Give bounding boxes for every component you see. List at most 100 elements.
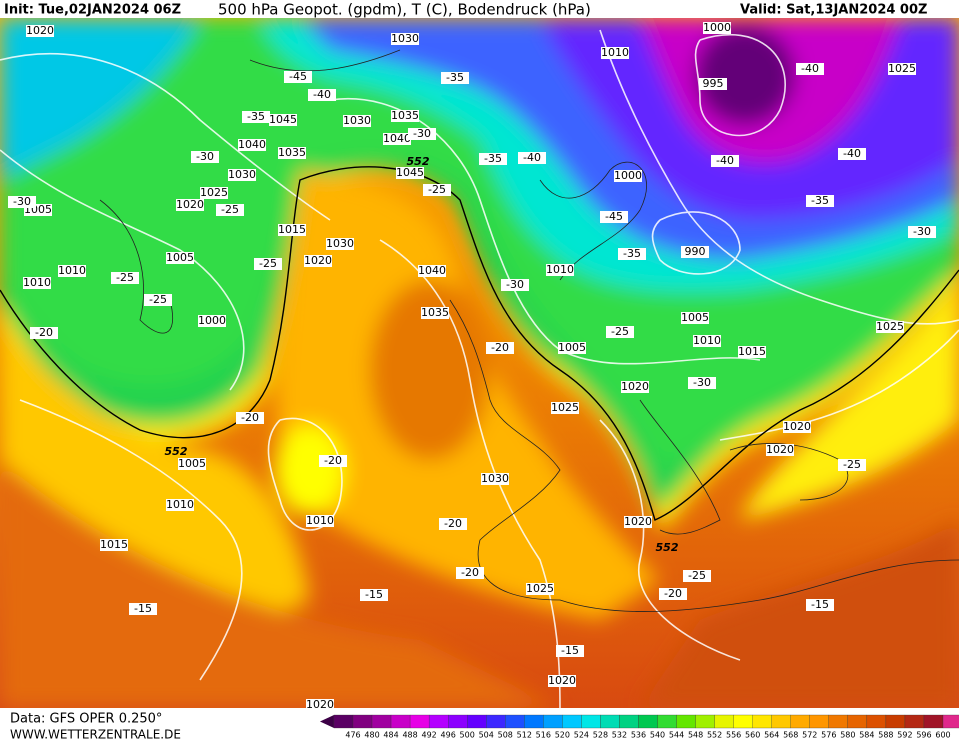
temperature-label: -25	[149, 293, 167, 306]
temperature-label-box	[908, 226, 936, 238]
pressure-label: 1025	[526, 582, 554, 595]
pressure-label: 1010	[306, 514, 334, 527]
pressure-label: 1005	[558, 341, 586, 354]
header-bar	[0, 0, 959, 18]
pressure-label: 1040	[238, 138, 266, 151]
temperature-label-box	[479, 153, 507, 165]
colorbar-swatch	[371, 714, 392, 729]
temperature-label: -30	[913, 225, 931, 238]
temperature-label-box	[806, 195, 834, 207]
colorbar-label: 592	[897, 731, 912, 740]
temperature-label: -20	[324, 454, 342, 467]
pressure-label-box	[23, 277, 51, 289]
colorbar-swatch	[638, 714, 658, 729]
temperature-label-box	[216, 204, 244, 216]
colorbar-swatch	[562, 714, 582, 729]
temperature-label-box	[486, 342, 514, 354]
pressure-label-box	[421, 307, 449, 319]
temperature-label-box	[556, 645, 584, 657]
pressure-label-box	[166, 499, 194, 511]
colorbar-label: 492	[421, 731, 436, 740]
colorbar-swatch	[505, 714, 525, 729]
pressure-label: 1005	[178, 457, 206, 470]
colorbar-swatch	[733, 714, 753, 729]
temperature-label: -30	[693, 376, 711, 389]
pressure-label-box	[526, 583, 554, 595]
temperature-label-box	[600, 211, 628, 223]
temperature-label: -45	[289, 70, 307, 83]
pressure-label-box	[391, 33, 419, 45]
pressure-label: 1010	[58, 264, 86, 277]
temperature-label: -20	[35, 326, 53, 339]
colorbar-label: 548	[688, 731, 703, 740]
pressure-label-box	[269, 114, 297, 126]
pressure-label-box	[306, 699, 334, 708]
temperature-label-box	[284, 71, 312, 83]
temperature-label: -25	[221, 203, 239, 216]
pressure-label: 1010	[601, 46, 629, 59]
temperature-label-box	[688, 377, 716, 389]
pressure-label: 1010	[166, 498, 194, 511]
temperature-label: -15	[365, 588, 383, 601]
temperature-label-box	[796, 63, 824, 75]
colorbar-swatch	[428, 714, 449, 729]
pressure-label-box	[58, 265, 86, 277]
temperature-label: -20	[241, 411, 259, 424]
temperature-label-box	[144, 294, 172, 306]
pressure-label-box	[601, 47, 629, 59]
pressure-label-box	[278, 224, 306, 236]
pressure-label-box	[391, 110, 419, 122]
pressure-label: 1005	[166, 251, 194, 264]
pressure-label: 1020	[304, 254, 332, 267]
temperature-label: -20	[491, 341, 509, 354]
temperature-label-box	[236, 412, 264, 424]
colorbar-label: 556	[726, 731, 741, 740]
temperature-label: -25	[843, 458, 861, 471]
colorbar-label: 528	[593, 731, 608, 740]
pressure-label: 1035	[391, 109, 419, 122]
pressure-label: 1020	[621, 380, 649, 393]
colorbar-swatch	[543, 714, 563, 729]
colorbar-swatch	[923, 714, 944, 729]
temperature-label-box	[408, 128, 436, 140]
pressure-label: 1030	[481, 472, 509, 485]
pressure-label-box	[383, 133, 411, 145]
colorbar-swatch	[904, 714, 925, 729]
temperature-label-box	[308, 89, 336, 101]
pressure-label-box	[304, 255, 332, 267]
pressure-label-box	[699, 78, 727, 90]
pressure-label: 1015	[100, 538, 128, 551]
pressure-label-box	[766, 444, 794, 456]
pressure-label-box	[178, 458, 206, 470]
colorbar-swatch	[695, 714, 715, 729]
temperature-label: -40	[523, 151, 541, 164]
colorbar-swatch	[333, 714, 354, 729]
temperature-label-box	[711, 155, 739, 167]
temperature-label-box	[129, 603, 157, 615]
pressure-label: 1025	[876, 320, 904, 333]
pressure-label: 1005	[681, 311, 709, 324]
colorbar-label: 580	[840, 731, 855, 740]
temperature-label: -30	[506, 278, 524, 291]
colorbar-arrow-left	[319, 715, 334, 728]
temperature-label-box	[8, 196, 36, 208]
colorbar-swatch	[467, 714, 487, 729]
temperature-label: -20	[444, 517, 462, 530]
temperature-label: -15	[811, 598, 829, 611]
pressure-label-box	[238, 139, 266, 151]
pressure-label-box	[176, 199, 204, 211]
temperature-label: -40	[801, 62, 819, 75]
pressure-label: 1025	[551, 401, 579, 414]
colorbar-label: 572	[802, 731, 817, 740]
temperature-label: -30	[413, 127, 431, 140]
pressure-label: 1010	[546, 263, 574, 276]
pressure-label: 1015	[278, 223, 306, 236]
temperature-label-box	[606, 326, 634, 338]
colorbar-swatch	[790, 714, 810, 729]
pressure-label-box	[396, 167, 424, 179]
colorbar-swatch	[866, 714, 887, 729]
temperature-label: -30	[13, 195, 31, 208]
temperature-label-box	[456, 567, 484, 579]
